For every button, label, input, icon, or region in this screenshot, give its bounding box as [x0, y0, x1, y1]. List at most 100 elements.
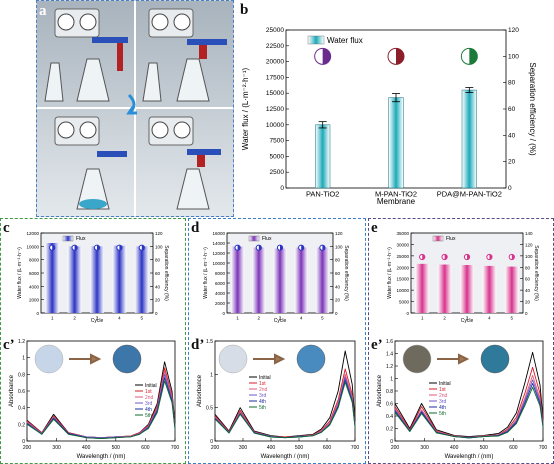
y2-tick-label: 120: [525, 242, 533, 247]
y2-axis-label: Separation efficiency / (%): [528, 62, 537, 156]
x-tick-label: 700: [351, 445, 360, 451]
y-axis-label: Water flux / (L·m⁻²·h⁻¹): [241, 67, 250, 150]
bar-5: [134, 246, 149, 313]
membrane-after-image: [480, 344, 510, 374]
y2-tick-label: 0: [525, 311, 528, 316]
x-tick-label: 4: [118, 316, 121, 321]
efficiency-marker-fill: [258, 245, 262, 251]
legend-label: 5th: [439, 411, 446, 417]
y2-tick-label: 20: [155, 298, 161, 303]
panel-label-e2: e’: [371, 337, 383, 353]
legend-label: 5th: [259, 405, 266, 411]
legend-label: Flux: [76, 236, 86, 242]
y-tick-label: 10000: [396, 288, 409, 293]
y-tick-label: 0.8: [386, 389, 393, 395]
y-tick-label: 0: [390, 439, 393, 445]
y-tick-label: 0.6: [386, 402, 393, 408]
legend-label: 5th: [145, 413, 152, 419]
y2-tick-label: 60: [508, 106, 516, 113]
series-line-1: [394, 351, 544, 438]
legend-swatch: [248, 235, 260, 242]
efficiency-marker-fill: [141, 245, 145, 251]
efficiency-marker-fill: [280, 245, 283, 251]
panel-label-b: b: [240, 2, 249, 18]
y2-axis-label: Separation efficiency (%): [533, 245, 539, 301]
efficiency-marker-fill: [444, 254, 448, 260]
y-tick-label: 25000: [396, 254, 409, 259]
x-tick-label: 2: [443, 316, 446, 321]
y2-tick-label: 80: [525, 265, 531, 270]
legend-label: Initial: [259, 375, 271, 381]
panel-d-group: d 0 2000 4000 6000 8000 10000 12000 14000 16000 0…: [188, 218, 366, 464]
y-axis-label: Absorbance: [377, 374, 383, 407]
y-tick-label: 6000: [29, 271, 40, 276]
y-tick-label: 0.5: [206, 406, 213, 412]
y-tick-label: 2000: [29, 298, 40, 303]
y2-tick-label: 100: [155, 244, 163, 249]
y2-tick-label: 40: [508, 132, 516, 139]
panel-e-group: e 0 5000 10000 15000 20000 25000 30000 35000 0 20…: [368, 218, 554, 464]
y-tick-label: 17500: [266, 74, 284, 81]
x-tick-label: 500: [112, 445, 121, 451]
x-tick-label: PAN-TiO2: [306, 190, 339, 199]
x-axis-label: Wavelength / (nm): [77, 454, 126, 460]
legend-label: Flux: [262, 236, 272, 242]
y2-tick-label: 60: [525, 277, 531, 282]
y-axis-label: Water flux / (L·m⁻²·h⁻¹): [17, 247, 23, 299]
y-tick-label: 1.4: [386, 352, 393, 358]
chart-d: 0 2000 4000 6000 8000 10000 12000 14000 16000 0 20…: [203, 231, 349, 324]
efficiency-marker-fill: [322, 245, 325, 251]
bar-4: [294, 247, 308, 313]
x-tick-label: 700: [171, 445, 180, 451]
efficiency-marker-fill: [322, 48, 331, 65]
legend-swatch: [432, 235, 444, 242]
membrane-after-image: [296, 344, 326, 374]
bar-2: [388, 97, 404, 189]
membrane-before-image: [402, 344, 432, 374]
x-tick-label: 200: [391, 445, 400, 451]
y-tick-label: 6000: [215, 281, 226, 286]
y-axis-label: Absorbance: [197, 374, 203, 407]
efficiency-marker-fill: [511, 254, 515, 260]
arrow-icon: [126, 93, 137, 115]
y-tick-label: 0.2: [18, 422, 25, 428]
y-tick-label: 25000: [266, 27, 284, 34]
panel-label-d: d: [191, 220, 200, 236]
y-tick-label: 10000: [212, 261, 225, 266]
bar-4: [482, 265, 497, 313]
legend-label: 1st: [439, 387, 446, 393]
arrow-icon: [437, 353, 470, 365]
chart-e2: 200 300 400 500 600 700 0 0.2 0.4 0.6 0.8 1 1.2 1.4 1.…: [377, 339, 547, 460]
y-tick-label: 1.6: [386, 339, 393, 345]
x-tick-label: 4: [300, 316, 303, 321]
x-axis-label: Cycle: [461, 318, 474, 324]
bar-3: [461, 89, 477, 189]
photo-apparatus-4: [148, 116, 221, 210]
bar-1: [231, 246, 245, 313]
y-tick-label: 20000: [266, 59, 284, 66]
bar-2: [67, 246, 82, 313]
y-tick-label: 1.2: [386, 364, 393, 370]
y2-tick-label: 20: [335, 298, 341, 303]
y-tick-label: 0.4: [18, 406, 25, 412]
legend-label: 3rd: [145, 401, 152, 407]
panel-label-d2: d’: [191, 337, 205, 353]
y2-tick-label: 40: [335, 284, 341, 289]
chart-c2: 200 300 400 500 600 700 0 0.2 0.4 0.6 0.8 1 1.2 Initi…: [9, 339, 180, 460]
x-tick-label: 500: [480, 445, 489, 451]
bar-1: [45, 243, 60, 313]
y-tick-label: 12000: [212, 251, 225, 256]
bar-3: [90, 246, 104, 313]
x-axis-label: Wavelength / (nm): [445, 454, 494, 460]
efficiency-marker-fill: [469, 48, 478, 65]
x-tick-label: 600: [141, 445, 150, 451]
photo-apparatus-3: [54, 116, 127, 210]
arrow-icon: [69, 353, 102, 365]
efficiency-marker-fill: [301, 245, 304, 251]
y2-tick-label: 100: [508, 53, 519, 60]
panel-a: a: [36, 0, 234, 217]
x-tick-label: 400: [267, 445, 276, 451]
efficiency-marker-fill: [74, 245, 78, 251]
y-tick-label: 4000: [29, 284, 40, 289]
